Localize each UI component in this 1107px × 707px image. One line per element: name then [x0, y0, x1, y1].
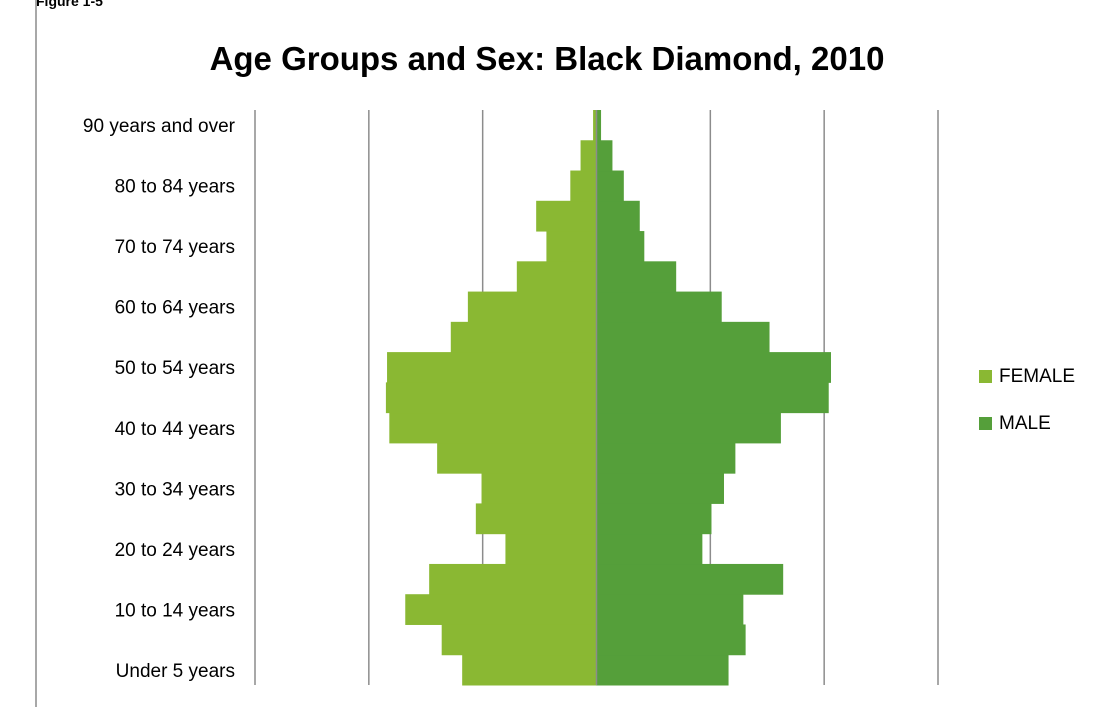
bar-female	[441, 624, 597, 656]
bar-male	[596, 291, 722, 323]
bar-male	[596, 624, 746, 656]
figure-label: Figure 1-5	[36, 0, 103, 9]
category-tick-label: 30 to 34 years	[115, 479, 235, 500]
bar-male	[596, 200, 640, 232]
bar-female	[505, 533, 597, 565]
bar-male	[596, 110, 602, 141]
category-axis-labels: Under 5 years 10 to 14 years 20 to 24 year…	[83, 116, 236, 682]
legend-label: FEMALE	[999, 366, 1075, 387]
bar-male	[596, 473, 724, 504]
bar-female	[385, 382, 597, 414]
bar-male	[596, 533, 703, 565]
legend-swatch	[979, 370, 992, 383]
bar-female	[580, 140, 597, 172]
bar-male	[596, 503, 712, 535]
bar-male	[596, 261, 677, 293]
bar-female	[467, 291, 597, 323]
bar-male	[596, 654, 729, 686]
bar-male	[596, 382, 829, 414]
category-tick-label: 10 to 14 years	[115, 600, 235, 621]
category-tick-label: 20 to 24 years	[115, 540, 235, 561]
legend-label: MALE	[999, 413, 1051, 434]
bar-female	[437, 442, 597, 474]
bars	[385, 110, 831, 686]
category-tick-label: 80 to 84 years	[115, 177, 235, 198]
legend-swatch	[979, 417, 992, 430]
bar-female	[389, 412, 597, 444]
bar-male	[596, 170, 624, 202]
category-tick-label: 40 to 44 years	[115, 419, 235, 440]
category-tick-label: 50 to 54 years	[115, 358, 235, 379]
bar-male	[596, 563, 784, 595]
chart-title: Age Groups and Sex: Black Diamond, 2010	[210, 40, 885, 77]
bar-female	[481, 473, 597, 504]
bar-female	[536, 200, 597, 232]
bar-female	[405, 594, 597, 625]
legend: FEMALE MALE	[979, 366, 1075, 434]
bar-male	[596, 594, 744, 625]
bar-male	[596, 140, 613, 172]
category-tick-label: 60 to 64 years	[115, 298, 235, 319]
bar-female	[462, 654, 597, 686]
bar-female	[475, 503, 597, 535]
bar-female	[516, 261, 597, 293]
bar-male	[596, 352, 831, 383]
bar-male	[596, 321, 770, 353]
bar-male	[596, 442, 736, 474]
bar-female	[593, 110, 597, 141]
bar-female	[546, 231, 597, 262]
category-tick-label: 90 years and over	[83, 116, 236, 137]
category-tick-label: Under 5 years	[116, 661, 235, 682]
bar-female	[570, 170, 597, 202]
bar-female	[387, 352, 597, 383]
bar-female	[429, 563, 597, 595]
bar-male	[596, 412, 781, 444]
category-tick-label: 70 to 74 years	[115, 237, 235, 258]
bar-female	[450, 321, 597, 353]
bar-male	[596, 231, 645, 262]
